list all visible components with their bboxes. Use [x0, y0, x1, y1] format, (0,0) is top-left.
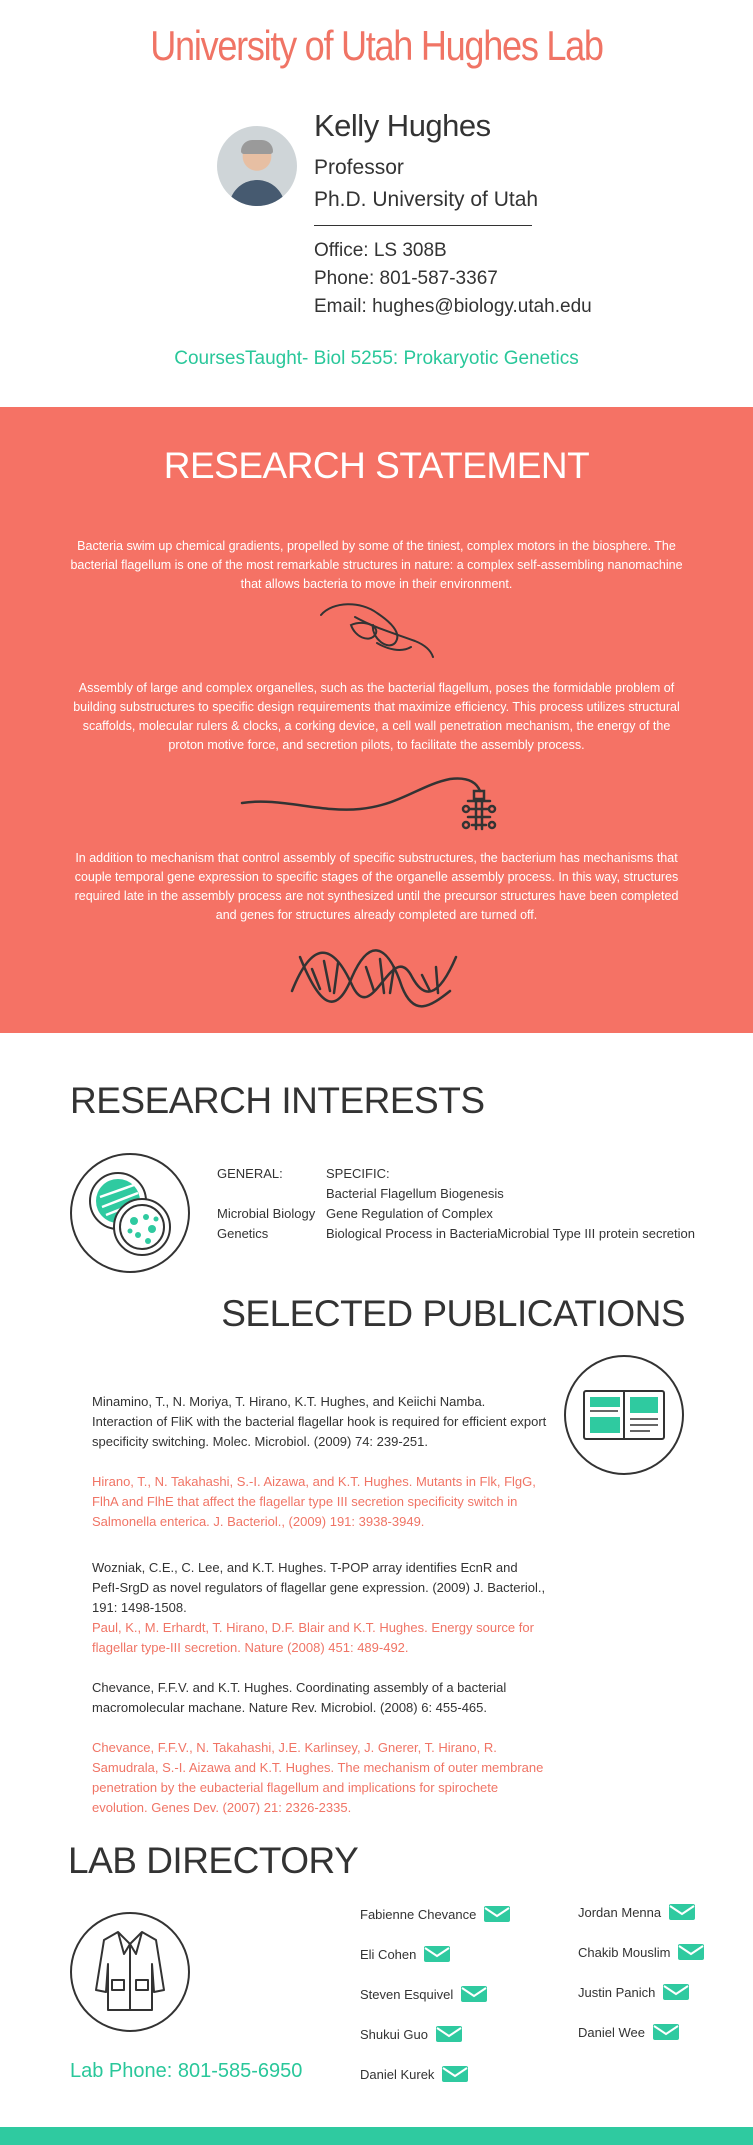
publication-item: Chevance, F.F.V. and K.T. Hughes. Coordi… [92, 1680, 507, 1715]
petri-dish-icon [70, 1153, 190, 1273]
research-paragraph: Assembly of large and complex organelles… [73, 681, 680, 752]
specific-label: SPECIFIC: [326, 1166, 390, 1181]
book-icon [564, 1355, 684, 1475]
office-info: Office: LS 308B [314, 240, 447, 261]
research-paragraph: In addition to mechanism that control as… [74, 851, 679, 922]
flagellum-motor-icon [240, 777, 497, 831]
publication-item[interactable]: Chevance, F.F.V., N. Takahashi, J.E. Kar… [92, 1740, 544, 1815]
mail-icon[interactable] [663, 1984, 690, 2000]
member-name: Fabienne Chevance [360, 1906, 477, 1922]
specific-item: Gene Regulation of Complex [326, 1206, 493, 1221]
page-title: University of Utah Hughes Lab [150, 22, 604, 69]
lab-directory-title: LAB DIRECTORY [68, 1840, 359, 1881]
member-entry: Daniel Kurek [360, 2066, 469, 2082]
member-entry: Chakib Mouslim [578, 1944, 705, 1960]
member-entry: Justin Panich [578, 1984, 690, 2000]
publication-item[interactable]: Hirano, T., N. Takahashi, S.-I. Aizawa, … [92, 1474, 536, 1529]
member-name: Jordan Menna [578, 1904, 662, 1920]
research-statement-title: RESEARCH STATEMENT [163, 445, 590, 486]
specific-item: Biological Process in BacteriaMicrobial … [326, 1226, 695, 1241]
footer-bar [0, 2127, 753, 2145]
mail-icon[interactable] [669, 1904, 696, 1920]
lab-coat-icon [70, 1912, 190, 2032]
flagellum-icon [320, 603, 434, 658]
dna-icon [290, 949, 458, 1008]
member-entry: Fabienne Chevance [360, 1906, 511, 1922]
member-entry: Jordan Menna [578, 1904, 696, 1920]
divider [314, 225, 532, 226]
mail-icon[interactable] [678, 1944, 705, 1960]
publication-item[interactable]: Paul, K., M. Erhardt, T. Hirano, D.F. Bl… [92, 1620, 534, 1655]
publication-item: Wozniak, C.E., C. Lee, and K.T. Hughes. … [92, 1560, 546, 1615]
member-name: Justin Panich [578, 1984, 656, 2000]
mail-icon[interactable] [442, 2066, 469, 2082]
member-name: Daniel Kurek [360, 2066, 435, 2082]
member-name: Shukui Guo [360, 2026, 428, 2042]
mail-icon[interactable] [461, 1986, 488, 2002]
mail-icon[interactable] [484, 1906, 511, 1922]
mail-icon[interactable] [435, 2026, 462, 2042]
research-interests-title: RESEARCH INTERESTS [70, 1080, 485, 1121]
general-label: GENERAL: [217, 1166, 283, 1181]
member-name: Chakib Mouslim [578, 1944, 671, 1960]
mail-icon[interactable] [424, 1946, 451, 1962]
publication-item: Minamino, T., N. Moriya, T. Hirano, K.T.… [92, 1394, 547, 1449]
research-paragraph: Bacteria swim up chemical gradients, pro… [70, 539, 683, 591]
member-name: Steven Esquivel [360, 1986, 454, 2002]
profile-role: Professor [314, 156, 404, 179]
research-statement-section: RESEARCH STATEMENT Bacteria swim up chem… [0, 407, 753, 1033]
member-entry: Eli Cohen [360, 1946, 451, 1962]
profile-name: Kelly Hughes [314, 108, 491, 143]
lab-phone: Lab Phone: 801-585-6950 [70, 2060, 303, 2082]
email-link[interactable]: Email: hughes@biology.utah.edu [314, 296, 592, 317]
profile-degree: Ph.D. University of Utah [314, 188, 539, 211]
courses-taught: CoursesTaught- Biol 5255: Prokaryotic Ge… [174, 348, 579, 369]
profile-photo [217, 126, 297, 206]
mail-icon[interactable] [652, 2024, 679, 2040]
specific-item: Bacterial Flagellum Biogenesis [326, 1186, 504, 1201]
publications-title: SELECTED PUBLICATIONS [221, 1293, 685, 1334]
member-entry: Daniel Wee [578, 2024, 679, 2040]
general-item: Microbial Biology [217, 1206, 316, 1221]
phone-info: Phone: 801-587-3367 [314, 268, 498, 289]
member-name: Eli Cohen [360, 1946, 417, 1962]
general-item: Genetics [217, 1226, 269, 1241]
member-entry: Shukui Guo [360, 2026, 462, 2042]
member-name: Daniel Wee [578, 2024, 645, 2040]
member-entry: Steven Esquivel [360, 1986, 488, 2002]
